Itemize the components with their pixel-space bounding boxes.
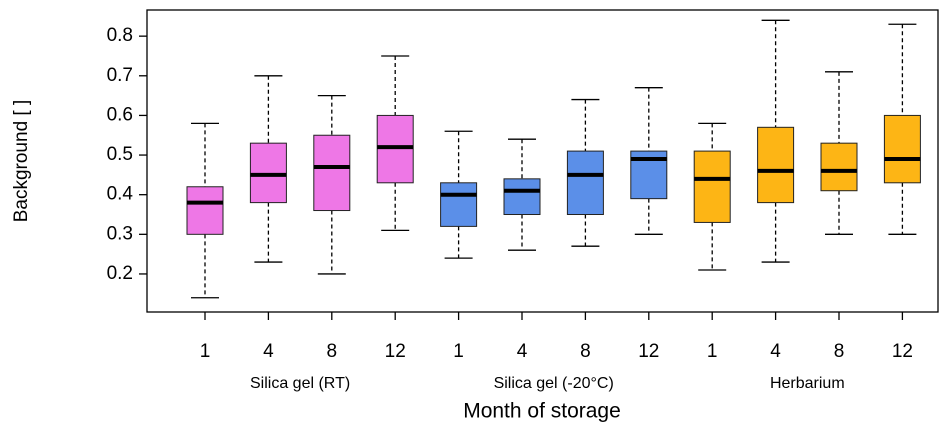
x-tick-label: 8: [834, 341, 845, 362]
y-tick-label: 0.8: [107, 25, 133, 46]
x-tick-label: 1: [453, 341, 464, 362]
group-label: Herbarium: [770, 375, 845, 392]
group-label: Silica gel (RT): [250, 375, 350, 392]
x-axis-label: Month of storage: [463, 400, 621, 423]
x-tick-label: 1: [200, 341, 211, 362]
x-tick-label: 1: [707, 341, 718, 362]
x-tick-label: 12: [892, 341, 913, 362]
x-tick-label: 4: [263, 341, 274, 362]
x-tick-label: 8: [327, 341, 338, 362]
box: [186, 186, 224, 235]
box: [883, 114, 921, 184]
y-tick-label: 0.6: [107, 104, 133, 125]
box: [757, 126, 795, 204]
x-tick-label: 8: [580, 341, 591, 362]
box: [440, 182, 478, 227]
x-tick-label: 4: [517, 341, 528, 362]
x-tick-label: 12: [385, 341, 406, 362]
y-tick-label: 0.4: [107, 184, 134, 205]
group-label: Silica gel (-20°C): [494, 375, 614, 392]
box: [566, 150, 604, 216]
box: [503, 178, 541, 216]
y-tick-label: 0.3: [107, 223, 133, 244]
box: [313, 134, 351, 212]
box: [820, 142, 858, 192]
y-tick-label: 0.7: [107, 65, 133, 86]
box: [693, 150, 731, 223]
y-axis-label: Background [ ]: [11, 100, 32, 223]
x-tick-label: 4: [770, 341, 781, 362]
y-tick-label: 0.5: [107, 144, 133, 165]
y-tick-label: 0.2: [107, 263, 133, 284]
plot-frame: [146, 9, 939, 313]
x-tick-label: 12: [638, 341, 659, 362]
